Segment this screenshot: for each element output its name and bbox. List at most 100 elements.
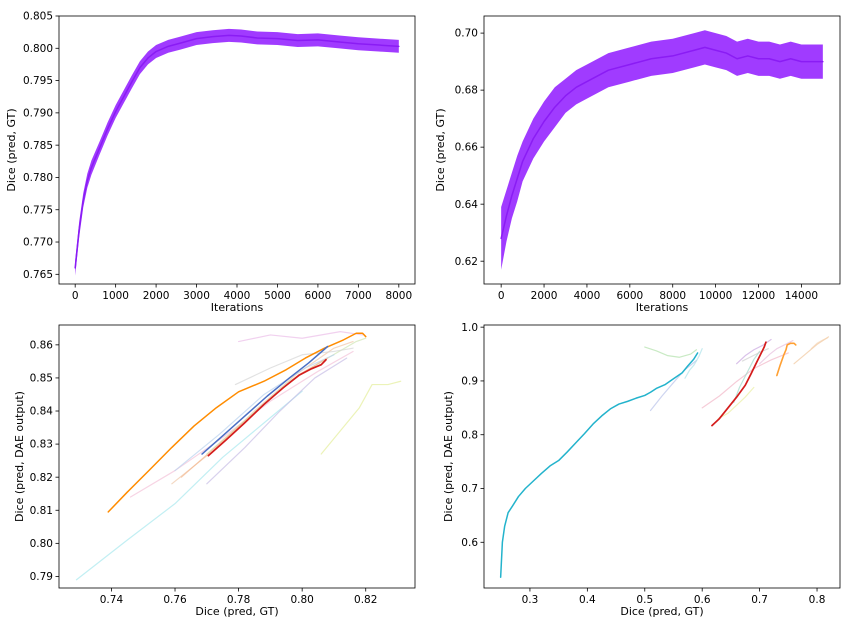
y-tick-label: 0.62 [455, 256, 478, 268]
x-tick-label: 4000 [574, 290, 601, 302]
series-line [717, 386, 755, 420]
series-line [793, 336, 830, 365]
plot-area [500, 30, 824, 270]
y-tick-label: 0.790 [23, 107, 53, 119]
panel-dice-vs-dae-1: 0.74 0.76 0.78 0.80 0.82 0.79 0.80 0.81 0.82 0.83… [13, 324, 416, 618]
x-tick-label: 0.7 [751, 594, 768, 606]
y-tick-label: 0.85 [30, 373, 53, 385]
x-tick-label: 0.78 [227, 594, 250, 606]
y-axis-label: Dice (pred, DAE output) [442, 391, 455, 522]
series-6 [174, 354, 335, 472]
series-8 [741, 348, 769, 362]
series-line [759, 339, 794, 365]
plot-area [499, 336, 830, 578]
y-tick-label: 0.805 [23, 11, 53, 23]
x-tick-label: 5000 [264, 290, 291, 302]
y-tick-label: 0.795 [23, 75, 53, 87]
y-axis-label: Dice (pred, GT) [434, 108, 447, 191]
x-tick-label: 2000 [143, 290, 170, 302]
y-tick-label: 0.68 [455, 85, 478, 97]
series-0 [500, 30, 824, 270]
x-tick-label: 4000 [224, 290, 251, 302]
y-tick-label: 0.84 [30, 406, 54, 418]
axes-frame [58, 15, 416, 285]
series-line [171, 340, 354, 485]
series-4 [717, 386, 755, 420]
x-axis-label: Dice (pred, GT) [620, 605, 703, 618]
y-tick-label: 0.79 [30, 571, 53, 583]
series-line [741, 348, 769, 362]
x-tick-label: 0.3 [522, 594, 539, 606]
series-10 [684, 348, 703, 379]
series-10 [107, 332, 367, 513]
x-tick-label: 3000 [183, 290, 210, 302]
y-tick-label: 0.775 [23, 204, 53, 216]
series-4 [171, 340, 354, 485]
x-tick-label: 0.80 [290, 594, 313, 606]
y-tick-label: 0.8 [461, 429, 478, 441]
axes-frame [58, 324, 416, 589]
x-tick-label: 2000 [531, 290, 558, 302]
series-13 [499, 352, 699, 578]
series-line [107, 332, 367, 513]
x-tick-label: 1000 [102, 290, 129, 302]
y-tick-label: 0.70 [455, 28, 478, 40]
series-line [75, 390, 303, 581]
y-tick-label: 0.83 [30, 439, 53, 451]
series-line [711, 341, 767, 427]
series-line [320, 380, 402, 455]
y-tick-label: 0.765 [23, 269, 53, 281]
series-line [810, 337, 828, 350]
series-3 [793, 336, 830, 365]
confidence-band [501, 30, 823, 270]
series-0 [74, 28, 400, 276]
y-tick-label: 0.785 [23, 140, 53, 152]
x-tick-label: 0.76 [163, 594, 187, 606]
y-tick-label: 0.64 [455, 199, 479, 211]
confidence-band [75, 28, 399, 276]
x-tick-label: 14000 [785, 290, 818, 302]
x-tick-label: 0.6 [694, 594, 711, 606]
series-9 [810, 337, 828, 350]
x-tick-label: 7000 [345, 290, 372, 302]
y-tick-label: 0.6 [461, 537, 478, 549]
x-tick-label: 12000 [742, 290, 775, 302]
y-axis-label: Dice (pred, GT) [5, 108, 18, 191]
y-tick-label: 0.86 [30, 339, 54, 351]
y-tick-label: 0.80 [30, 538, 53, 550]
series-12 [711, 341, 767, 427]
x-axis-label: Iterations [211, 301, 264, 314]
series-line [649, 359, 698, 412]
series-11 [201, 345, 329, 455]
axes-frame [483, 15, 841, 285]
series-8 [234, 347, 354, 386]
x-tick-label: 0.82 [354, 594, 377, 606]
y-tick-label: 0.800 [23, 43, 53, 55]
y-tick-label: 0.9 [461, 376, 478, 388]
series-11 [776, 342, 797, 377]
series-line [201, 345, 329, 455]
series-line [684, 348, 703, 379]
y-tick-label: 0.780 [23, 172, 53, 184]
y-tick-label: 0.7 [461, 483, 478, 495]
series-line [174, 354, 335, 472]
y-tick-label: 0.81 [30, 505, 53, 517]
plot-area [74, 28, 400, 276]
x-tick-label: 6000 [616, 290, 643, 302]
series-line [776, 342, 797, 377]
x-tick-label: 6000 [305, 290, 332, 302]
series-2 [649, 359, 698, 412]
axes-frame [483, 324, 841, 589]
x-tick-label: 0.8 [809, 594, 826, 606]
series-0 [644, 346, 698, 358]
series-7 [237, 331, 364, 343]
series-0 [75, 390, 303, 581]
series-6 [733, 350, 761, 404]
panel-iterations-dice-1: 0 1000 2000 3000 4000 5000 6000 7000 8000 0.765 0.… [5, 11, 416, 314]
plot-area [75, 331, 402, 581]
series-line [499, 352, 699, 578]
series-line [644, 346, 698, 358]
x-tick-label: 0.4 [579, 594, 596, 606]
series-line [237, 331, 364, 343]
